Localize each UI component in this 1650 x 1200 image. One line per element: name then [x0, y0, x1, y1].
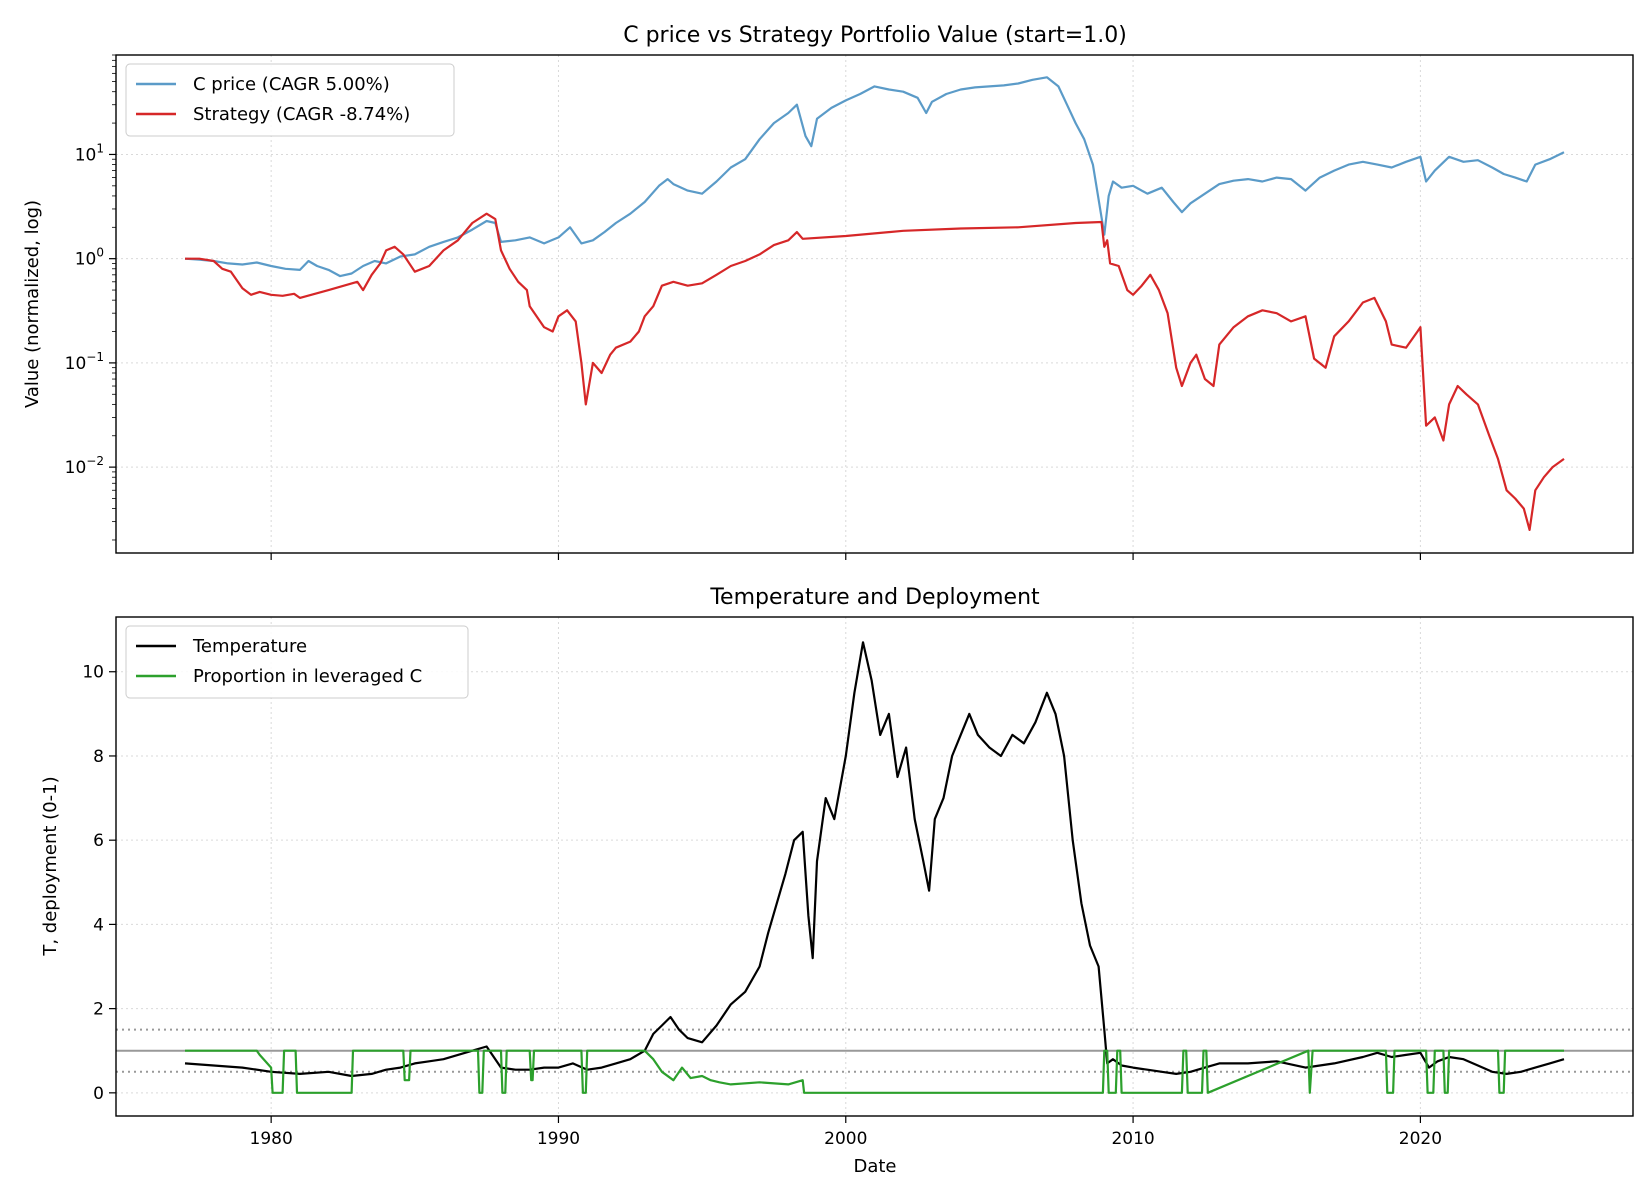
series-line-proportion-in-leveraged-c: [185, 1049, 1564, 1094]
temperature-chart-x-ticks: 1980 1990 2000 2010 2020: [250, 1116, 1442, 1149]
y-tick-label: 10: [82, 663, 104, 683]
x-tick-label: 2000: [824, 1129, 867, 1149]
price-chart-legend-box: [125, 63, 455, 137]
temperature-chart-y-axis-label: T, deployment (0-1): [40, 776, 61, 956]
price-chart-legend: C price (CAGR 5.00%) Strategy (CAGR -8.7…: [125, 63, 455, 137]
temperature-chart: Temperature and Deployment 1980 1990 2000 2…: [40, 585, 1634, 1177]
y-tick-label: 100: [75, 246, 104, 270]
series-line-c-price-cagr-5-00: [184, 76, 1565, 278]
temperature-chart-series: [184, 641, 1565, 1094]
y-tick-label: 10−2: [65, 454, 104, 478]
price-chart: C price vs Strategy Portfolio Value (sta…: [22, 23, 1634, 560]
temperature-chart-grid: [116, 617, 1633, 1116]
y-tick-label: 101: [75, 141, 104, 165]
price-chart-grid: [116, 55, 1633, 553]
y-tick-label: 4: [93, 915, 104, 935]
price-chart-series: [184, 76, 1565, 532]
legend-label-strategy: Strategy (CAGR -8.74%): [193, 104, 410, 125]
price-chart-y-ticks: 10−2 10−1 100 101: [65, 54, 116, 541]
y-tick-label: 6: [93, 831, 104, 851]
price-chart-x-ticks: [270, 553, 1421, 560]
price-chart-y-axis-label: Value (normalized, log): [22, 200, 43, 408]
y-tick-label: 8: [93, 747, 104, 767]
legend-label-c-price: C price (CAGR 5.00%): [193, 74, 390, 95]
x-tick-label: 1990: [537, 1129, 580, 1149]
y-tick-label: 0: [93, 1084, 104, 1104]
legend-label-proportion: Proportion in leveraged C: [193, 666, 422, 687]
x-tick-label: 2010: [1111, 1129, 1154, 1149]
price-chart-frame: [115, 54, 1634, 554]
x-tick-label: 2020: [1399, 1129, 1442, 1149]
temperature-chart-title: Temperature and Deployment: [709, 585, 1040, 610]
x-axis-label: Date: [853, 1156, 896, 1177]
y-tick-label: 10−1: [65, 350, 104, 374]
series-line-temperature: [184, 641, 1565, 1078]
series-line-strategy-cagr-8-74: [185, 212, 1565, 532]
price-chart-title: C price vs Strategy Portfolio Value (sta…: [623, 23, 1127, 48]
temperature-chart-y-ticks: 0 2 4 6 8 10: [82, 663, 116, 1104]
legend-label-temperature: Temperature: [192, 636, 307, 657]
y-tick-label: 2: [93, 1000, 104, 1020]
temperature-chart-legend-box: [125, 625, 469, 699]
temperature-chart-legend: Temperature Proportion in leveraged C: [125, 625, 469, 699]
x-tick-label: 1980: [250, 1129, 293, 1149]
temperature-chart-frame: [115, 616, 1634, 1117]
